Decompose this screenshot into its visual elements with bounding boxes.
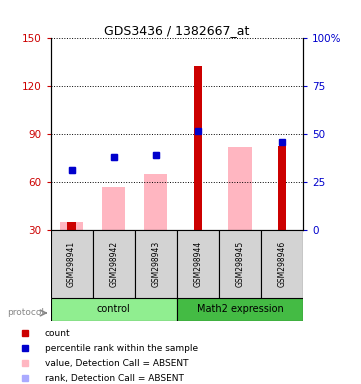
Bar xyxy=(51,298,177,321)
Bar xyxy=(51,230,93,298)
Bar xyxy=(135,230,177,298)
Text: rank, Detection Call = ABSENT: rank, Detection Call = ABSENT xyxy=(45,374,184,382)
Text: percentile rank within the sample: percentile rank within the sample xyxy=(45,344,198,353)
Text: count: count xyxy=(45,329,71,338)
Title: GDS3436 / 1382667_at: GDS3436 / 1382667_at xyxy=(104,24,249,37)
Text: GSM298946: GSM298946 xyxy=(278,241,287,287)
Text: GSM298945: GSM298945 xyxy=(236,241,244,287)
Text: GSM298941: GSM298941 xyxy=(67,241,76,287)
Bar xyxy=(219,230,261,298)
Text: Math2 expression: Math2 expression xyxy=(197,304,283,314)
Bar xyxy=(278,146,286,230)
Text: GSM298942: GSM298942 xyxy=(109,241,118,287)
Bar xyxy=(194,66,202,230)
Bar xyxy=(144,174,168,230)
Bar xyxy=(229,147,252,230)
Bar xyxy=(177,298,303,321)
Bar xyxy=(177,230,219,298)
Bar xyxy=(93,230,135,298)
Bar xyxy=(261,230,303,298)
Text: control: control xyxy=(97,304,131,314)
Text: GSM298943: GSM298943 xyxy=(151,241,160,287)
Text: protocol: protocol xyxy=(7,308,44,318)
Text: value, Detection Call = ABSENT: value, Detection Call = ABSENT xyxy=(45,359,188,367)
Bar xyxy=(68,222,76,230)
Bar xyxy=(60,222,83,230)
Text: GSM298944: GSM298944 xyxy=(193,241,203,287)
Bar xyxy=(102,187,125,230)
